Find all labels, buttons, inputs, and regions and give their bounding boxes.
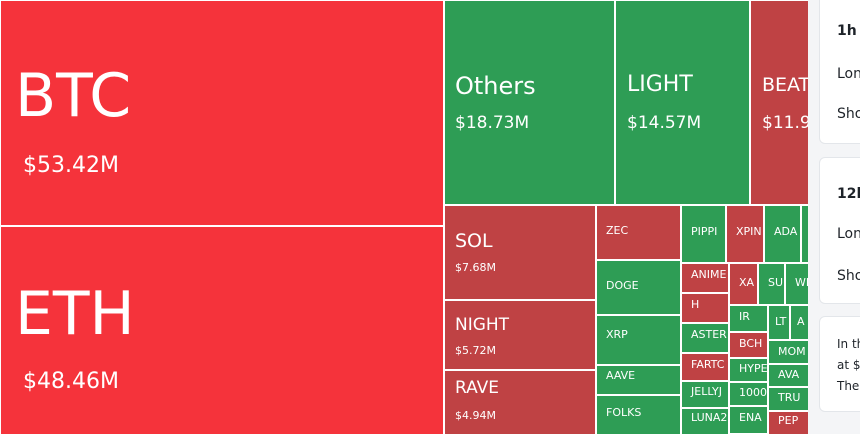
tile-symbol: LT	[775, 315, 787, 328]
tile-symbol: JELLYJ	[691, 385, 722, 398]
tile-a[interactable]: A	[790, 305, 808, 340]
card-12h-short-label: Sho	[837, 268, 860, 284]
tile-value: $4.94M	[455, 409, 496, 422]
tile-wi[interactable]: WI	[785, 263, 808, 305]
tile-eth[interactable]: ETH $48.46M	[0, 226, 444, 434]
info-line-3: The	[837, 379, 860, 393]
info-line-1: In th	[837, 337, 860, 351]
tile-symbol: XRP	[606, 328, 628, 341]
tile-mom[interactable]: MOM	[768, 340, 808, 364]
tile-symbol: LUNA2	[691, 411, 728, 424]
info-line-2: at $	[837, 358, 860, 372]
tile-ada[interactable]: ADA	[764, 205, 801, 263]
tile-symbol: XPIN	[736, 225, 762, 238]
tile-symbol: TRU	[778, 391, 801, 404]
tile-jellyj[interactable]: JELLYJ	[681, 381, 729, 408]
tile-symbol: ETH	[15, 279, 135, 349]
tile-symbol: AAVE	[606, 369, 636, 382]
tile-symbol: FARTC	[691, 358, 725, 371]
tile-pippi[interactable]: PIPPI	[681, 205, 726, 263]
tile-symbol: RAVE	[455, 378, 500, 398]
tile-aster[interactable]: ASTER	[681, 323, 729, 353]
tile-rave[interactable]: RAVE $4.94M	[444, 370, 596, 434]
liquidation-heatmap: BTC $53.42M ETH $48.46M Others $18.73M LIGHT $1…	[0, 0, 808, 434]
tile-symbol: NIGHT	[455, 315, 510, 335]
tile-value: $53.42M	[23, 153, 119, 178]
tile-value: $14.57M	[627, 113, 702, 133]
tile-pep[interactable]: PEP	[768, 411, 808, 434]
tile-symbol: BEAT	[762, 74, 808, 96]
tile-1000[interactable]: 1000	[729, 382, 768, 406]
tile-zec[interactable]: ZEC	[596, 205, 681, 260]
card-1h-title: 1h	[837, 23, 857, 39]
tile-ava[interactable]: AVA	[768, 364, 808, 387]
card-1h-long-label: Lon	[837, 66, 860, 82]
card-12h: 12h Lon Sho	[819, 157, 860, 304]
tile-su[interactable]: SU	[758, 263, 785, 305]
tile-fartc[interactable]: FARTC	[681, 353, 729, 381]
tile-symbol: HYPE	[739, 362, 768, 375]
tile-xrp[interactable]: XRP	[596, 315, 681, 365]
tile-h[interactable]: H	[681, 293, 729, 323]
tile-symbol: IR	[739, 310, 750, 323]
tile-symbol: ASTER	[691, 328, 727, 341]
tile-symbol: SOL	[455, 230, 493, 252]
tile-symbol: AVA	[778, 368, 800, 381]
tile-symbol: MOM	[778, 345, 806, 358]
tile-ena[interactable]: ENA	[729, 406, 768, 434]
tile-symbol: BTC	[15, 61, 132, 131]
tile-bch[interactable]: BCH	[729, 332, 768, 358]
tile-sol[interactable]: SOL $7.68M	[444, 205, 596, 300]
tile-value: $48.46M	[23, 369, 119, 394]
tile-symbol: A	[797, 315, 805, 328]
tile-others[interactable]: Others $18.73M	[444, 0, 615, 205]
card-1h-short-label: Sho	[837, 106, 860, 122]
tile-aave[interactable]: AAVE	[596, 365, 681, 395]
tile-ir[interactable]: IR	[729, 305, 768, 332]
tile-symbol: H	[691, 298, 700, 311]
tile-btc[interactable]: BTC $53.42M	[0, 0, 444, 226]
tile-symbol: PIPPI	[691, 225, 718, 238]
tile-value: $11.9	[762, 113, 808, 133]
tile-hype[interactable]: HYPE	[729, 358, 768, 382]
tile-value: $7.68M	[455, 261, 496, 274]
tile-lt[interactable]: LT	[768, 305, 790, 340]
tile-anime[interactable]: ANIME	[681, 263, 729, 293]
card-12h-long-label: Lon	[837, 226, 860, 242]
card-12h-title: 12h	[837, 186, 860, 202]
tile-unlabeled[interactable]	[801, 205, 808, 263]
tile-night[interactable]: NIGHT $5.72M	[444, 300, 596, 370]
info-card: In th at $ The	[819, 316, 860, 412]
tile-symbol: ZEC	[606, 224, 629, 237]
liquidation-sidebar: 1h Lon Sho 12h Lon Sho In th at $ The	[808, 0, 860, 434]
tile-beat[interactable]: BEAT $11.9	[750, 0, 808, 205]
tile-folks[interactable]: FOLKS	[596, 395, 681, 434]
tile-symbol: LIGHT	[627, 72, 693, 97]
tile-xa[interactable]: XA	[729, 263, 758, 305]
card-1h: 1h Lon Sho	[819, 0, 860, 144]
tile-symbol: XA	[739, 276, 755, 289]
tile-tru[interactable]: TRU	[768, 387, 808, 411]
tile-doge[interactable]: DOGE	[596, 260, 681, 315]
tile-luna2[interactable]: LUNA2	[681, 408, 729, 434]
tile-value: $18.73M	[455, 113, 530, 133]
tile-symbol: SU	[768, 276, 784, 289]
tile-symbol: DOGE	[606, 279, 639, 292]
tile-symbol: BCH	[739, 337, 763, 350]
tile-symbol: ANIME	[691, 268, 727, 281]
tile-symbol: WI	[795, 276, 808, 289]
tile-symbol: PEP	[778, 414, 799, 427]
tile-light[interactable]: LIGHT $14.57M	[615, 0, 750, 205]
tile-xpin[interactable]: XPIN	[726, 205, 764, 263]
tile-symbol: Others	[455, 72, 536, 100]
tile-symbol: 1000	[739, 386, 767, 399]
tile-symbol: FOLKS	[606, 406, 642, 419]
tile-symbol: ADA	[774, 225, 798, 238]
tile-value: $5.72M	[455, 344, 496, 357]
tile-symbol: ENA	[739, 411, 762, 424]
